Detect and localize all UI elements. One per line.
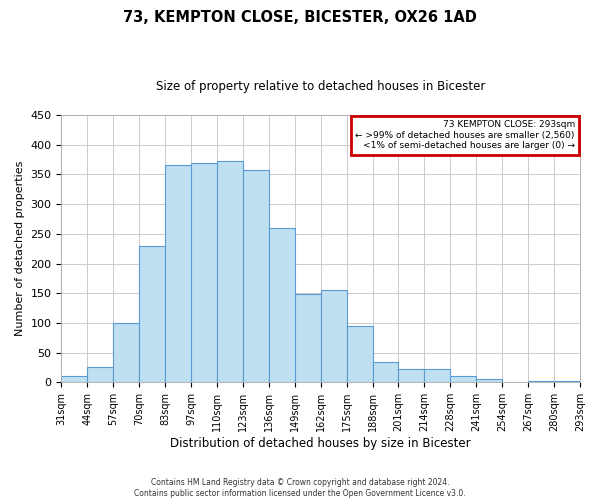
Bar [269, 228, 295, 382]
Bar [165, 166, 191, 382]
Bar [295, 294, 321, 382]
Text: Contains HM Land Registry data © Crown copyright and database right 2024.
Contai: Contains HM Land Registry data © Crown c… [134, 478, 466, 498]
Bar [113, 323, 139, 382]
Bar [373, 362, 398, 382]
Y-axis label: Number of detached properties: Number of detached properties [15, 161, 25, 336]
X-axis label: Distribution of detached houses by size in Bicester: Distribution of detached houses by size … [170, 437, 471, 450]
Bar [191, 162, 217, 382]
Text: 73, KEMPTON CLOSE, BICESTER, OX26 1AD: 73, KEMPTON CLOSE, BICESTER, OX26 1AD [123, 10, 477, 25]
Bar [554, 381, 580, 382]
Bar [528, 381, 554, 382]
Bar [451, 376, 476, 382]
Bar [217, 160, 243, 382]
Bar [476, 380, 502, 382]
Text: 73 KEMPTON CLOSE: 293sqm
← >99% of detached houses are smaller (2,560)
<1% of se: 73 KEMPTON CLOSE: 293sqm ← >99% of detac… [355, 120, 575, 150]
Bar [139, 246, 165, 382]
Bar [88, 368, 113, 382]
Bar [321, 290, 347, 382]
Bar [347, 326, 373, 382]
Bar [424, 370, 451, 382]
Title: Size of property relative to detached houses in Bicester: Size of property relative to detached ho… [156, 80, 485, 93]
Bar [398, 370, 424, 382]
Bar [61, 376, 88, 382]
Bar [243, 170, 269, 382]
